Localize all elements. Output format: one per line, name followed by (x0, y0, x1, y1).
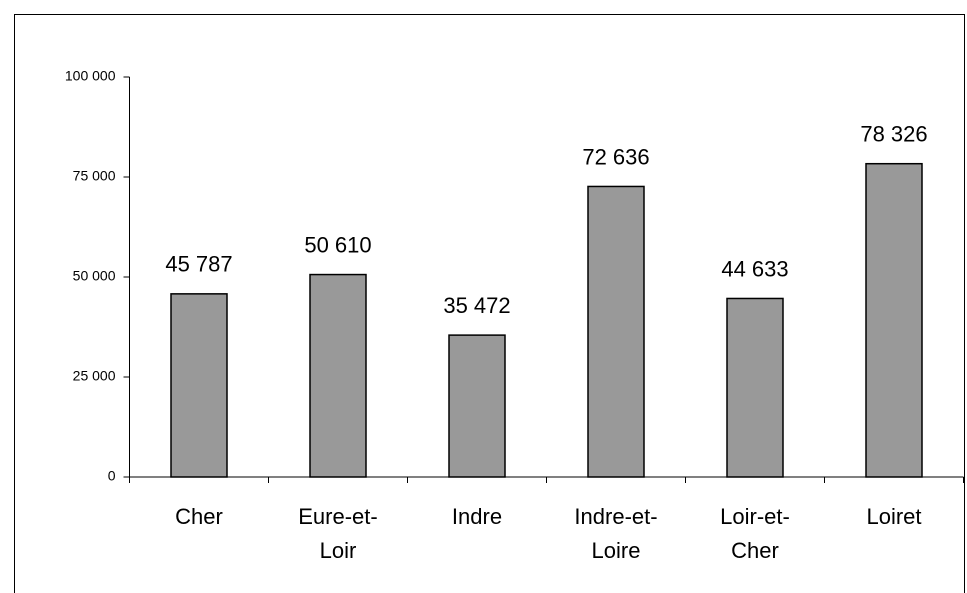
value-label: 78 326 (860, 122, 927, 147)
x-tick-label: Eure-et- Loir (298, 504, 377, 563)
y-tick-label: 0 (108, 468, 116, 484)
x-tick-label: Indre-et- Loire (574, 504, 657, 563)
label-line: Loir-et- (720, 504, 790, 529)
bar (587, 185, 645, 478)
value-label: 45 787 (165, 252, 232, 277)
bar (865, 162, 923, 478)
value-label: 72 636 (582, 144, 649, 169)
y-tick-label: 25 000 (73, 368, 116, 384)
value-label: 44 633 (721, 256, 788, 281)
label-line: Indre-et- (574, 504, 657, 529)
x-tick-label: Cher (175, 504, 223, 529)
bar (448, 334, 506, 478)
chart-frame (14, 14, 965, 593)
bar (726, 297, 784, 478)
y-tick-label: 50 000 (73, 268, 116, 284)
value-label: 35 472 (443, 293, 510, 318)
bar (170, 293, 228, 478)
bar (309, 273, 367, 478)
label-line: Eure-et- (298, 504, 377, 529)
label-line: Cher (731, 538, 779, 563)
y-tick-label: 100 000 (65, 68, 116, 84)
label-line: Loire (592, 538, 641, 563)
value-label: 50 610 (304, 232, 371, 257)
y-tick-label: 75 000 (73, 168, 116, 184)
x-tick-label: Loir-et- Cher (720, 504, 790, 563)
x-tick-label: Loiret (866, 504, 921, 529)
x-tick-label: Indre (452, 504, 502, 529)
label-line: Loir (320, 538, 357, 563)
